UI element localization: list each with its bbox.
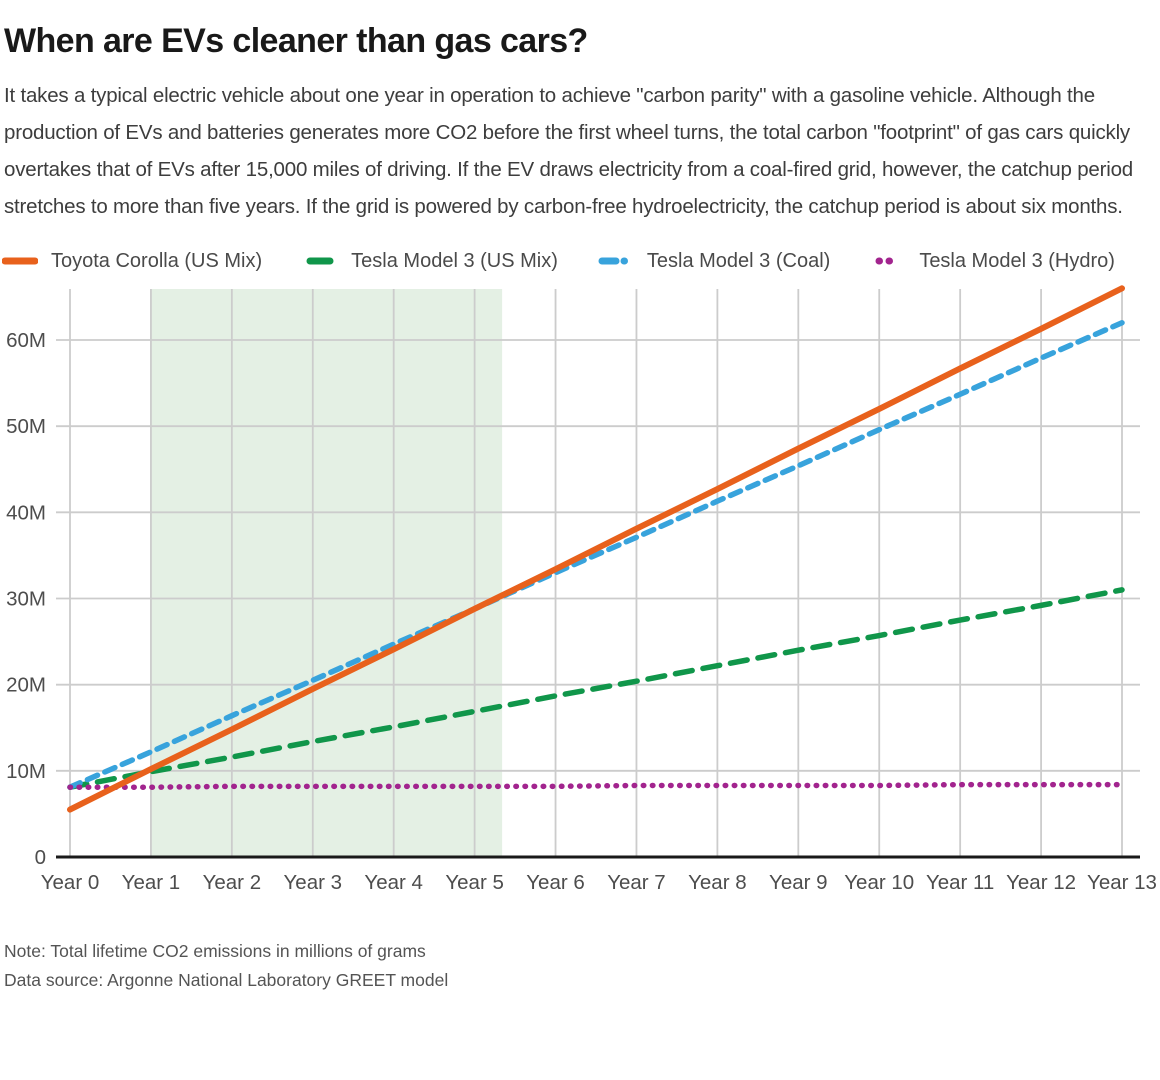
legend-swatch-line xyxy=(598,257,628,265)
chart-footer: Note: Total lifetime CO2 emissions in mi… xyxy=(4,937,1160,995)
x-tick-label-year-4: Year 4 xyxy=(364,871,423,894)
legend-swatch-dashed-line-icon xyxy=(302,256,338,266)
legend-swatch-dotted-line-icon xyxy=(870,256,906,266)
chart-note: Note: Total lifetime CO2 emissions in mi… xyxy=(4,941,426,961)
x-tick-label-year-0: Year 0 xyxy=(41,871,100,894)
x-tick-label-year-6: Year 6 xyxy=(526,871,585,894)
y-tick-label-40M: 40M xyxy=(6,501,46,524)
x-tick-label-year-7: Year 7 xyxy=(607,871,666,894)
legend-swatch-line xyxy=(875,257,894,265)
x-tick-label-year-11: Year 11 xyxy=(926,871,994,894)
x-tick-label-year-1: Year 1 xyxy=(122,871,181,894)
series-line-tesla-model-3-us-mix- xyxy=(67,587,1125,790)
legend-swatch-dash-dot-line-icon xyxy=(598,256,634,266)
legend-label: Tesla Model 3 (Coal) xyxy=(646,249,831,272)
legend-item-tesla-model-3-us-mix: Tesla Model 3 (US Mix) xyxy=(302,250,558,273)
page-title: When are EVs cleaner than gas cars? xyxy=(4,22,588,60)
x-tick-label-year-10: Year 10 xyxy=(844,871,914,894)
catchup-shaded-region xyxy=(150,289,503,857)
legend-item-toyota-corolla-us-mix: Toyota Corolla (US Mix) xyxy=(2,250,262,273)
y-tick-label-30M: 30M xyxy=(6,588,46,611)
chart-description: It takes a typical electric vehicle abou… xyxy=(4,84,1133,218)
legend-item-tesla-model-3-hydro: Tesla Model 3 (Hydro) xyxy=(870,250,1115,273)
y-tick-label-50M: 50M xyxy=(6,415,46,438)
series-line-tesla-model-3-hydro- xyxy=(67,781,1125,790)
line-chart: 0 10M 20M 30M 40M 50M 60M Year 0 Year 1 Year 2 Yea… xyxy=(6,285,1157,894)
legend-swatch-solid-line-icon xyxy=(2,256,38,266)
x-tick-label-year-8: Year 8 xyxy=(688,871,747,894)
series-line-tesla-model-3-coal- xyxy=(67,320,1125,790)
series-line-toyota-corolla-us-mix- xyxy=(67,285,1125,813)
x-tick-label-year-2: Year 2 xyxy=(203,871,262,894)
legend-label: Tesla Model 3 (US Mix) xyxy=(351,249,558,272)
y-tick-label-20M: 20M xyxy=(6,674,46,697)
legend-label: Toyota Corolla (US Mix) xyxy=(51,249,263,272)
y-tick-label-60M: 60M xyxy=(6,329,46,352)
legend-swatch-line xyxy=(2,257,38,265)
x-tick-label-year-5: Year 5 xyxy=(445,871,504,894)
x-tick-label-year-3: Year 3 xyxy=(284,871,343,894)
y-tick-label-0: 0 xyxy=(35,846,46,869)
chart-legend: Toyota Corolla (US Mix) Tesla Model 3 (U… xyxy=(2,247,1160,275)
ev-emissions-chart-page: When are EVs cleaner than gas cars? It t… xyxy=(0,22,1160,1080)
legend-swatch-line xyxy=(306,257,334,265)
x-tick-label-year-12: Year 12 xyxy=(1006,871,1076,894)
x-tick-label-year-9: Year 9 xyxy=(769,871,828,894)
legend-label: Tesla Model 3 (Hydro) xyxy=(919,249,1115,272)
data-source: Data source: Argonne National Laboratory… xyxy=(4,970,449,990)
x-tick-label-year-13: Year 13 xyxy=(1087,871,1157,894)
y-tick-label-10M: 10M xyxy=(6,760,46,783)
legend-item-tesla-model-3-coal: Tesla Model 3 (Coal) xyxy=(598,250,830,273)
